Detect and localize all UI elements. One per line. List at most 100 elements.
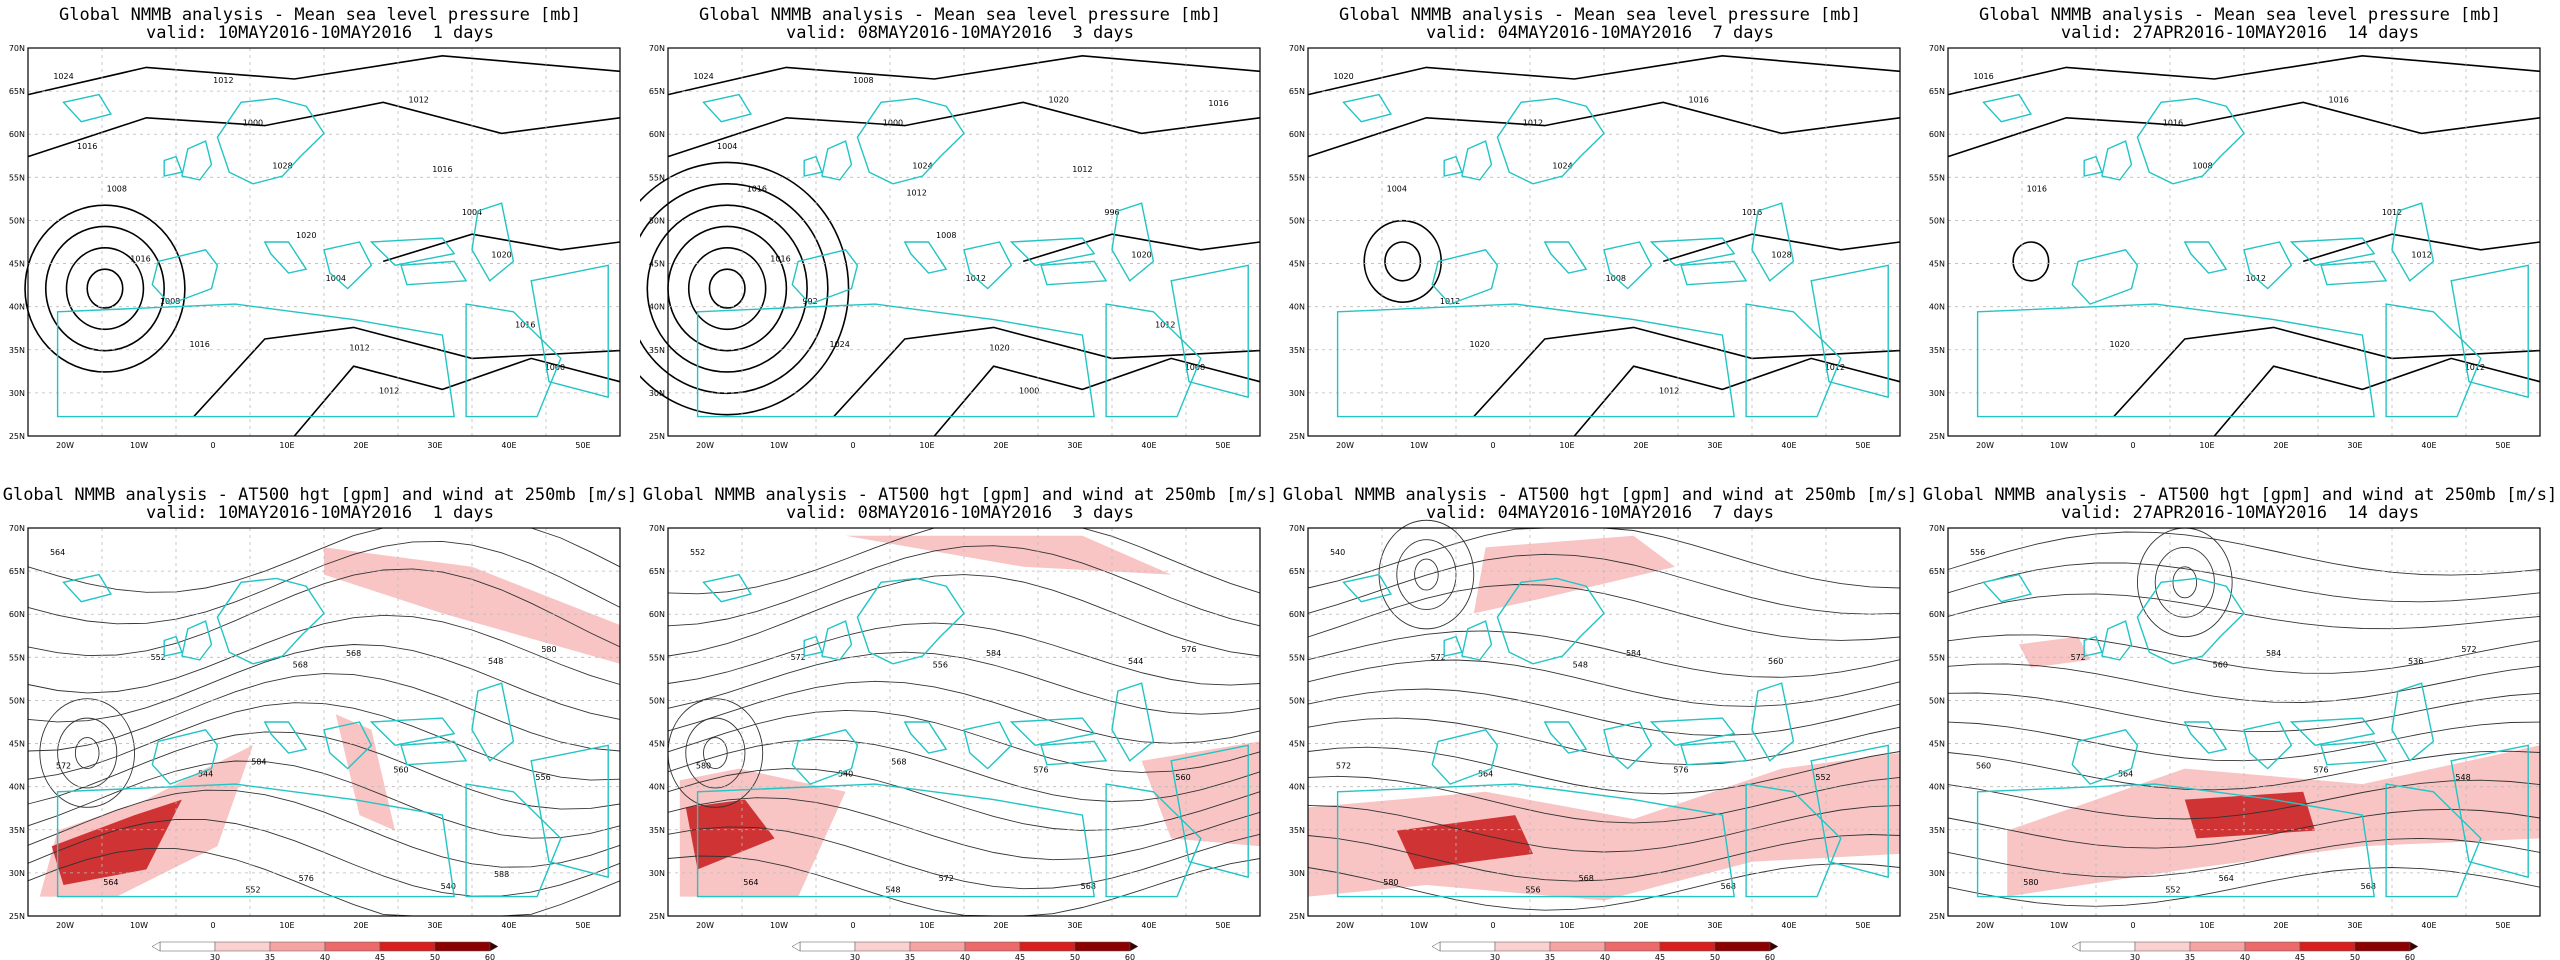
isobar-label: 1016 xyxy=(1742,208,1762,217)
lat-label: 70N xyxy=(1289,524,1305,533)
coastline xyxy=(903,721,948,754)
colorbar-tick: 45 xyxy=(1655,953,1665,960)
isobar xyxy=(1662,233,1901,263)
isobar-label: 1012 xyxy=(2465,363,2485,372)
wind-shading xyxy=(679,535,1260,897)
height-label: 564 xyxy=(2118,769,2133,778)
height-label: 584 xyxy=(251,758,266,767)
lat-label: 50N xyxy=(9,216,25,225)
lon-label: 50E xyxy=(575,921,590,930)
lon-label: 30E xyxy=(1067,441,1082,450)
isobar-label: 1016 xyxy=(190,340,210,349)
lon-label: 50E xyxy=(1215,441,1230,450)
isobar xyxy=(1307,54,1901,96)
colorbar-tick: 50 xyxy=(430,953,440,960)
wind-band xyxy=(1141,741,1260,847)
lon-label: 10E xyxy=(919,921,934,930)
isobar xyxy=(1573,357,1901,437)
colorbar-tick: 30 xyxy=(1490,953,1500,960)
coastline xyxy=(2385,783,2482,898)
coastline xyxy=(1603,241,1653,290)
panel-title: Global NMMB analysis - Mean sea level pr… xyxy=(1339,5,1861,25)
colorbar-bin xyxy=(2134,941,2191,952)
isobar xyxy=(640,161,850,416)
lat-label: 65N xyxy=(1289,567,1305,576)
coastline xyxy=(821,140,853,181)
isobar-label: 1008 xyxy=(853,76,873,85)
coastline xyxy=(2183,241,2228,274)
lat-label: 45N xyxy=(9,260,25,269)
coastline xyxy=(1810,264,1889,399)
lat-label: 60N xyxy=(649,130,665,139)
panel-hgt500-wind250-14day: Global NMMB analysis - AT500 hgt [gpm] a… xyxy=(1920,480,2560,960)
height-label: 552 xyxy=(2165,886,2180,895)
height-contour xyxy=(667,545,1261,627)
lon-label: 10E xyxy=(279,921,294,930)
lat-label: 70N xyxy=(1929,44,1945,53)
panel-valid-period: valid: 27APR2016-10MAY2016 14 days xyxy=(2060,23,2420,43)
lon-label: 10E xyxy=(1559,921,1574,930)
lon-label: 10W xyxy=(2050,921,2068,930)
colorbar-tick: 40 xyxy=(2240,953,2250,960)
coastline xyxy=(2243,241,2293,290)
height-wind-map: 556 560 548 552 536 564 568 572 576 580 584 560 564 5… xyxy=(1929,524,2541,960)
lat-label: 30N xyxy=(1929,389,1945,398)
colorbar-bin xyxy=(1019,941,1076,952)
coastline xyxy=(263,721,308,754)
panel-title: Global NMMB analysis - AT500 hgt [gpm] a… xyxy=(1922,485,2558,505)
coastline xyxy=(263,241,308,274)
lat-label: 70N xyxy=(649,524,665,533)
lat-label: 55N xyxy=(9,173,25,182)
colorbar-arrow xyxy=(1431,941,1441,952)
height-label: 572 xyxy=(791,653,806,662)
height-label: 536 xyxy=(2408,657,2423,666)
pressure-map: 1016100810121020101610161012101210161012… xyxy=(1929,44,2541,450)
height-contour xyxy=(74,737,100,770)
height-label: 584 xyxy=(1626,649,1641,658)
coastline xyxy=(2101,620,2133,661)
lon-label: 20E xyxy=(993,441,1008,450)
lon-label: 50E xyxy=(2495,441,2510,450)
coastline xyxy=(1976,783,2376,898)
lat-label: 30N xyxy=(1289,389,1305,398)
lon-label: 40E xyxy=(1141,921,1156,930)
wind-band xyxy=(845,535,1172,575)
lat-label: 30N xyxy=(649,869,665,878)
height-label: 560 xyxy=(2213,661,2228,670)
coastline xyxy=(1342,93,1392,123)
isobar-label: 1012 xyxy=(379,386,399,395)
isobars: 1024102810201016101210081004100010001004… xyxy=(24,54,621,437)
colorbar-bin xyxy=(2189,941,2246,952)
colorbar-tick: 30 xyxy=(850,953,860,960)
panel-title: Global NMMB analysis - Mean sea level pr… xyxy=(59,5,581,25)
lon-label: 0 xyxy=(850,921,855,930)
colorbar-tick: 30 xyxy=(210,953,220,960)
coastline xyxy=(803,155,823,177)
coastline xyxy=(1170,744,1249,879)
lon-label: 50E xyxy=(1855,441,1870,450)
lon-label: 30E xyxy=(427,441,442,450)
height-label: 548 xyxy=(488,657,503,666)
height-contour xyxy=(1414,558,1439,591)
height-contour xyxy=(1947,808,2541,849)
lat-label: 25N xyxy=(1289,432,1305,441)
colorbar-tick: 50 xyxy=(1710,953,1720,960)
coastline xyxy=(465,783,562,898)
coastline xyxy=(400,260,468,286)
isobar-label: 1024 xyxy=(1552,161,1572,170)
panel-mslp-3day: Global NMMB analysis - Mean sea level pr… xyxy=(640,0,1280,480)
map-border xyxy=(27,47,621,437)
height-label: 572 xyxy=(56,762,71,771)
coastline xyxy=(2320,740,2388,766)
isobar-label: 1024 xyxy=(830,340,850,349)
coastline xyxy=(1431,249,1499,305)
coastline xyxy=(2289,237,2376,267)
lat-label: 50N xyxy=(1929,696,1945,705)
isobar-label: 1012 xyxy=(1440,297,1460,306)
isobar-label: 1020 xyxy=(296,231,316,240)
coastline xyxy=(856,97,965,185)
colorbar-tick: 35 xyxy=(2185,953,2195,960)
coastline xyxy=(1105,303,1202,418)
lon-label: 40E xyxy=(2421,441,2436,450)
isobar-label: 1000 xyxy=(243,119,263,128)
